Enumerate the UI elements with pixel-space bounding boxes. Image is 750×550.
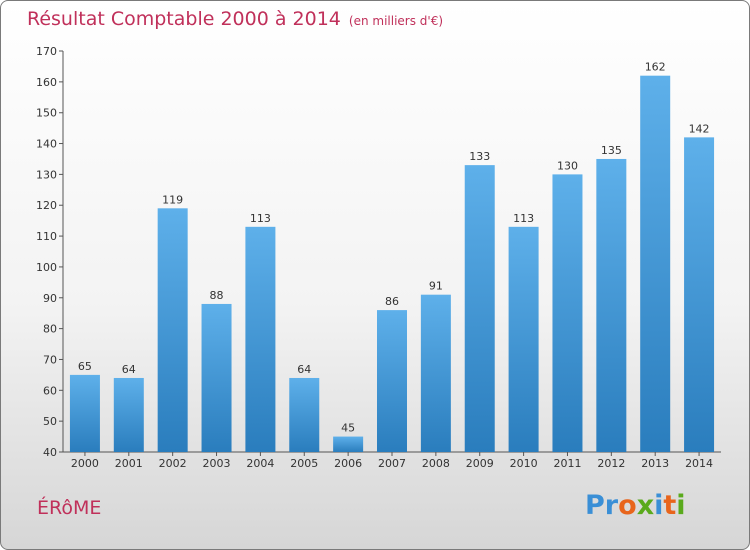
y-tick-label: 150 [36,107,57,120]
bar-2013 [640,75,671,452]
x-tick-label-2011: 2011 [553,457,581,470]
bar-2005 [289,377,320,452]
y-tick-label: 110 [36,230,57,243]
value-label-2009: 133 [469,150,490,163]
logo-letter: x [636,490,655,521]
logo-letter: i [676,490,686,521]
logo-letter: i [654,490,664,521]
x-tick-label-2009: 2009 [466,457,494,470]
x-tick-label-2014: 2014 [685,457,713,470]
x-tick-label-2007: 2007 [378,457,406,470]
bar-2002 [157,208,188,452]
value-label-2008: 91 [429,280,443,293]
y-tick-label: 140 [36,138,57,151]
chart-title-text: Résultat Comptable 2000 à 2014 [27,8,341,30]
bar-2000 [69,374,100,452]
x-tick-label-2003: 2003 [203,457,231,470]
bar-2006 [333,436,364,452]
y-tick-label: 60 [43,384,57,397]
value-label-2000: 65 [78,360,92,373]
proxiti-logo[interactable]: Proxiti [585,490,686,521]
x-tick-label-2012: 2012 [597,457,625,470]
y-tick-label: 120 [36,199,57,212]
value-label-2011: 130 [557,159,578,172]
x-tick-label-2008: 2008 [422,457,450,470]
value-label-2001: 64 [122,363,136,376]
bar-2001 [113,377,144,452]
value-label-2006: 45 [341,422,355,435]
x-tick-label-2010: 2010 [510,457,538,470]
x-tick-label-2000: 2000 [71,457,99,470]
y-tick-label: 170 [36,45,57,58]
y-tick-label: 90 [43,292,57,305]
y-tick-label: 80 [43,323,57,336]
y-tick-label: 40 [43,446,57,459]
value-label-2005: 64 [297,363,311,376]
x-tick-label-2002: 2002 [159,457,187,470]
bar-2011 [552,174,583,452]
y-tick-label: 50 [43,415,57,428]
value-label-2007: 86 [385,295,399,308]
logo-letter: o [618,490,637,521]
chart-subtitle: (en milliers d'€) [348,14,444,28]
chart-bars [69,75,715,452]
bar-2010 [508,226,539,452]
bar-2014 [684,137,715,452]
y-tick-label: 70 [43,353,57,366]
x-tick-label-2013: 2013 [641,457,669,470]
logo-letter: r [604,490,619,521]
value-label-2002: 119 [162,193,183,206]
bar-2012 [596,158,627,452]
commune-name: ÉRôME [37,497,102,519]
x-tick-label-2005: 2005 [290,457,318,470]
bar-2004 [245,226,276,452]
value-label-2003: 88 [210,289,224,302]
logo-letter: P [585,490,605,521]
y-tick-label: 100 [36,261,57,274]
y-tick-label: 160 [36,76,57,89]
value-label-2012: 135 [601,144,622,157]
value-label-2004: 113 [250,212,271,225]
x-tick-label-2004: 2004 [246,457,274,470]
bar-2008 [420,294,451,452]
y-tick-label: 130 [36,168,57,181]
bar-2007 [377,310,407,452]
bar-2003 [201,303,232,452]
logo-letter: t [663,490,677,521]
bar-2009 [464,165,495,452]
value-label-2014: 142 [689,122,710,135]
chart-title: Résultat Comptable 2000 à 2014 (en millie… [27,8,443,30]
value-label-2010: 113 [513,212,534,225]
x-tick-label-2001: 2001 [115,457,143,470]
value-label-2013: 162 [645,61,666,74]
x-tick-label-2006: 2006 [334,457,362,470]
chart-labels: 65 2000 64 2001 119 2002 88 2003 113 2004 64 2005 45… [71,61,713,470]
